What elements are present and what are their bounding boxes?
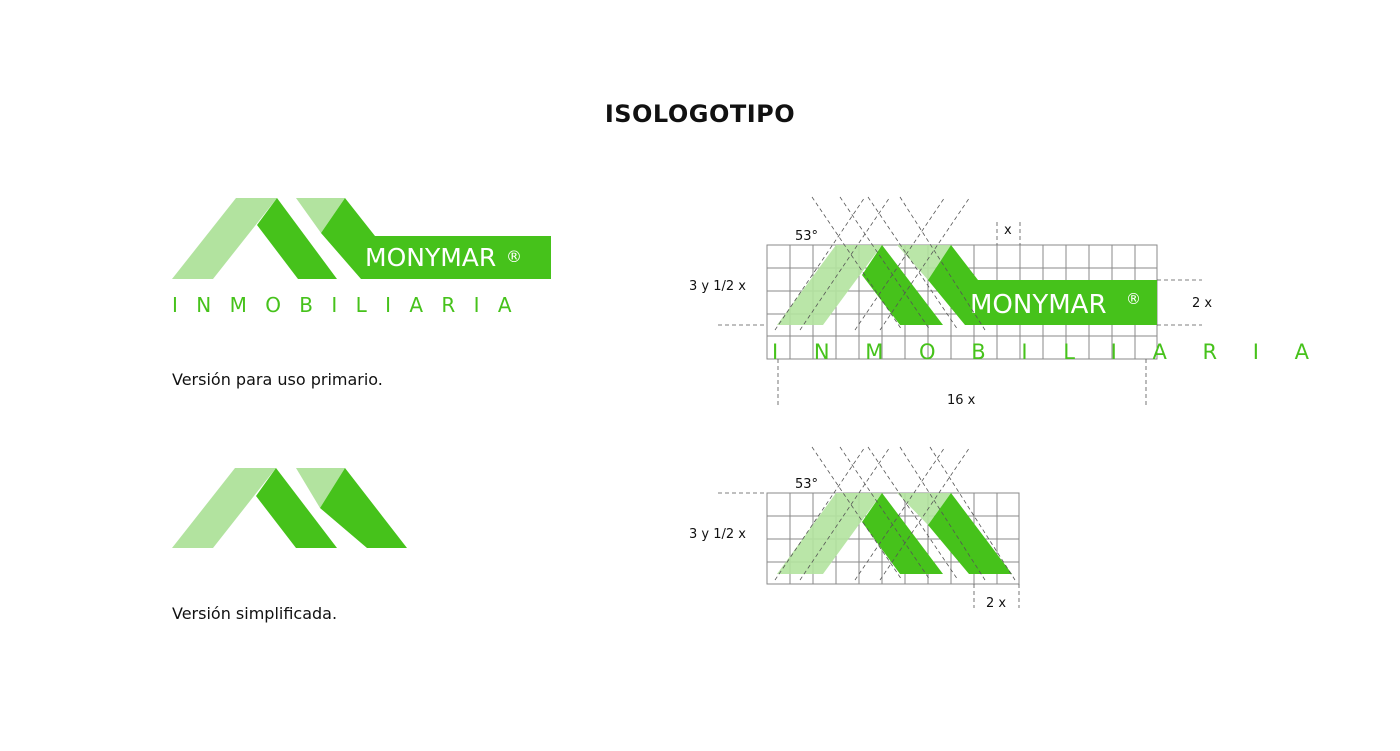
roof-light-left	[172, 468, 276, 548]
roof-dark-left	[256, 468, 337, 548]
grid-subtitle: I N M O B I L I A R I A	[772, 340, 1324, 364]
grid-brand-name: MONYMAR	[970, 290, 1107, 320]
width-label: 2 x	[986, 596, 1006, 611]
page-title: ISOLOGOTIPO	[604, 100, 796, 128]
brand-name: MONYMAR	[365, 243, 496, 272]
width-label: 16 x	[947, 393, 976, 408]
subtitle-inmobiliaria: I N M O B I L I A R I A	[172, 293, 518, 317]
roof-light-mid	[296, 468, 345, 508]
angle-label: 53°	[795, 229, 818, 244]
roof-dark-left	[257, 198, 337, 279]
roof-dark-right	[321, 198, 551, 279]
simplified-caption: Versión simplificada.	[172, 604, 338, 623]
banner-height-label: 2 x	[1192, 296, 1212, 311]
height-label: 3 y 1/2 x	[689, 279, 746, 294]
height-label: 3 y 1/2 x	[689, 527, 746, 542]
roof-dark-right	[320, 468, 407, 548]
grid-registered-mark: ®	[1126, 290, 1141, 308]
primary-construction: MONYMAR ® I N M O B I L I A R I A 53° x …	[689, 196, 1324, 408]
primary-caption: Versión para uso primario.	[172, 370, 383, 389]
angle-label: 53°	[795, 477, 818, 492]
primary-logo: MONYMAR ® I N M O B I L I A R I A	[172, 198, 551, 317]
registered-mark: ®	[506, 247, 522, 266]
simplified-logo	[172, 468, 407, 548]
simplified-construction: 53° 3 y 1/2 x 2 x	[689, 446, 1020, 611]
roof-light-left	[172, 198, 277, 279]
unit-label: x	[1004, 223, 1012, 238]
primary-guides	[718, 196, 1202, 406]
roof-light-mid	[296, 198, 345, 233]
simplified-guides	[718, 446, 1020, 608]
